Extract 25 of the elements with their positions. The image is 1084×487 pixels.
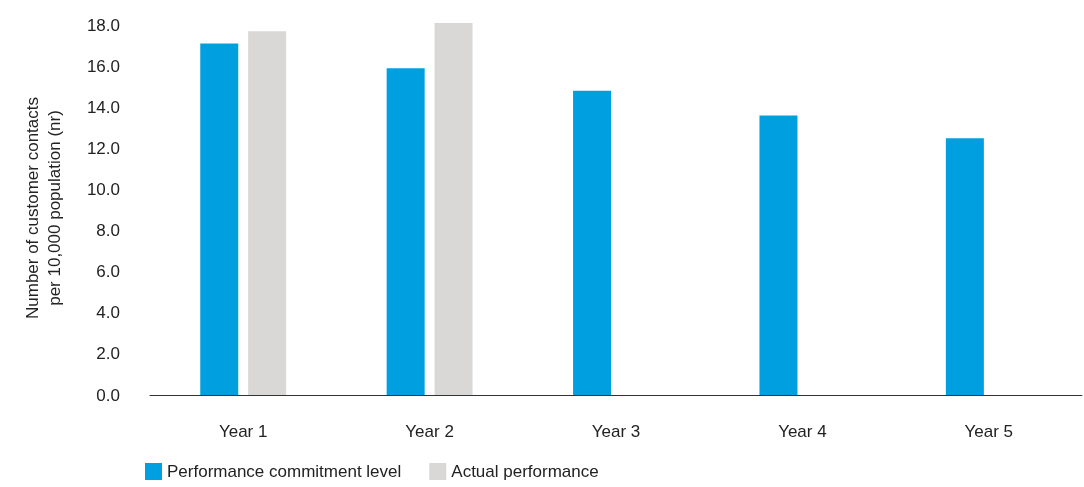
y-tick-label: 4.0 [96, 303, 120, 323]
y-tick-label: 6.0 [96, 262, 120, 282]
y-tick-label: 16.0 [86, 56, 120, 76]
y-tick-label: 12.0 [86, 138, 120, 158]
y-tick-label: 14.0 [86, 97, 120, 117]
x-tick-label: Year 1 [218, 422, 268, 441]
y-axis-title: Number of customer contacts per 10,000 population (nr) [22, 96, 64, 320]
x-tick-label: Year 3 [591, 422, 641, 441]
y-tick-label: 2.0 [96, 344, 120, 364]
bar [200, 43, 239, 395]
legend-label: Performance commitment level [167, 462, 402, 481]
bar [434, 23, 473, 395]
y-tick-label: 8.0 [96, 221, 120, 241]
bar [945, 138, 984, 395]
bar [248, 31, 287, 395]
y-tick-label: 0.0 [96, 385, 120, 405]
y-tick-label: 10.0 [86, 180, 120, 200]
x-tick-label: Year 2 [405, 422, 454, 441]
x-tick-label: Year 5 [964, 422, 1014, 441]
legend-label: Actual performance [451, 462, 599, 481]
bar [573, 90, 612, 395]
bar [759, 115, 798, 395]
y-tick-label: 18.0 [86, 15, 120, 35]
bar [386, 68, 425, 395]
x-tick-label: Year 4 [778, 422, 827, 441]
